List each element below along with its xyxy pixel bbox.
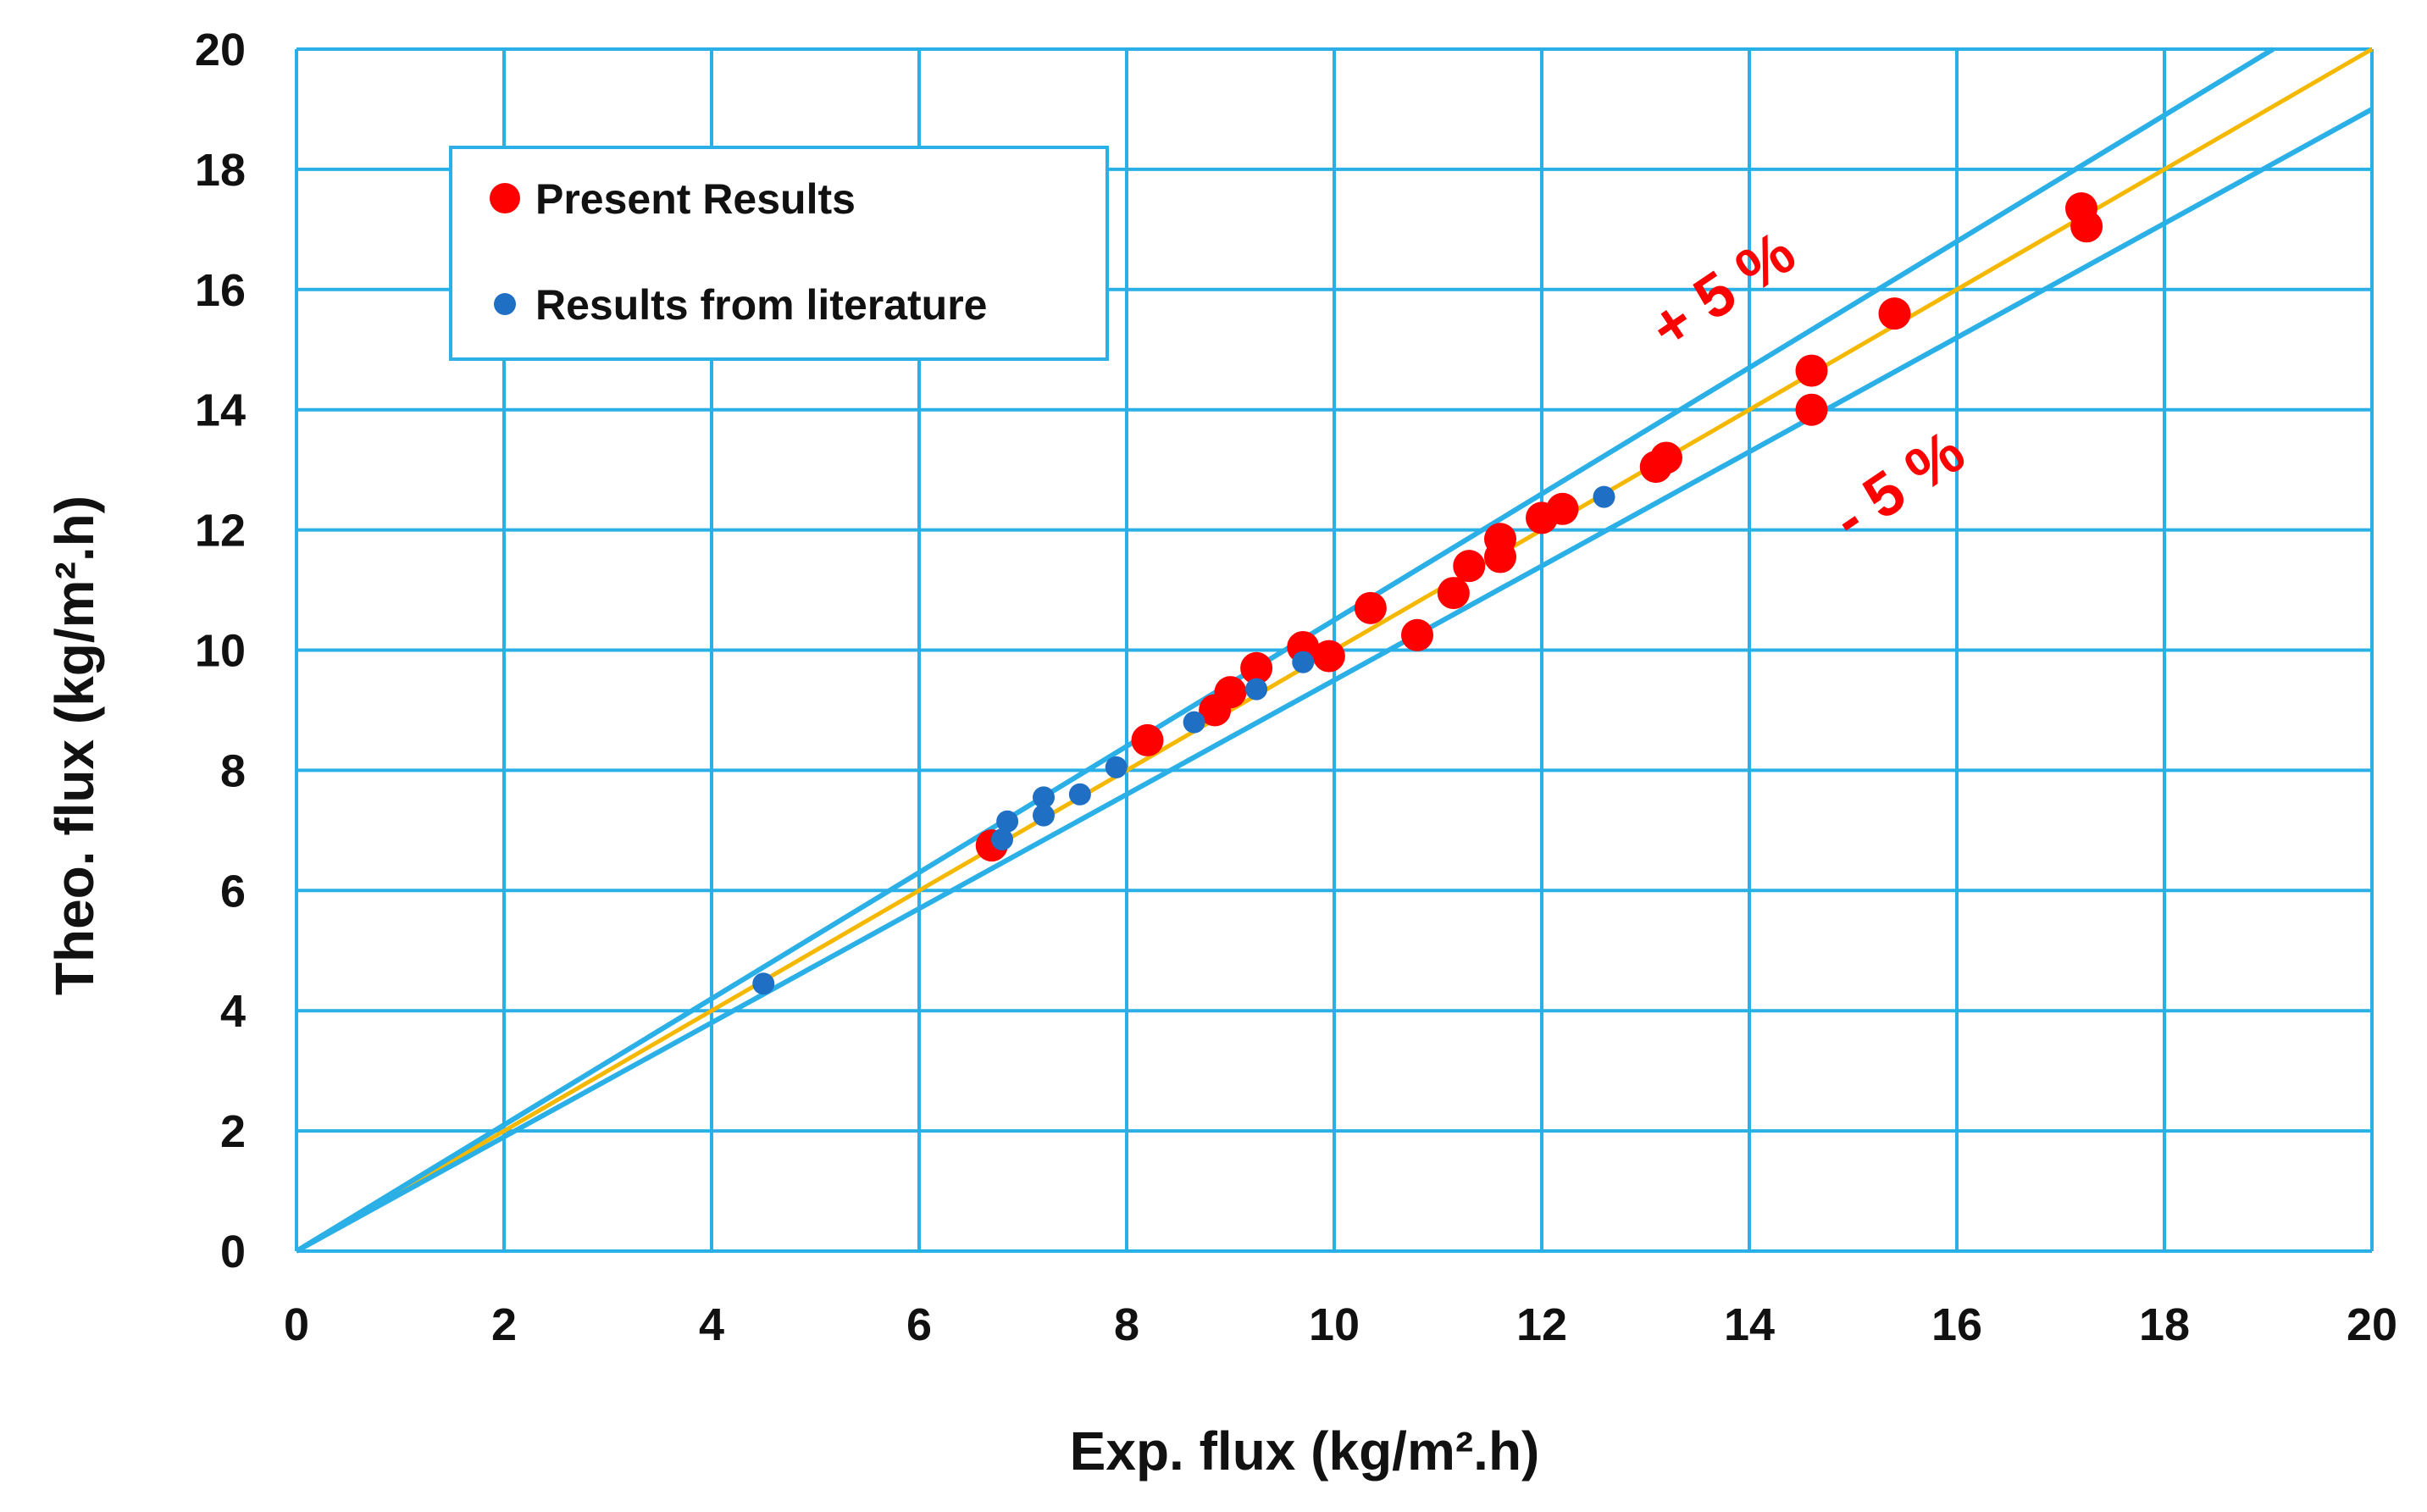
literature-result-point [1068,783,1091,806]
present-result-point [1795,354,1828,387]
reference-line-minus-5-percent [295,107,2374,1254]
x-tick-label: 20 [2347,1299,2397,1350]
x-axis-title: Exp. flux (kg/m².h) [1070,1421,1540,1482]
literature-result-point [1183,711,1205,734]
grid [295,47,2374,1253]
x-tick-label: 12 [1516,1299,1567,1350]
y-tick-label: 14 [195,385,246,436]
plus-5-percent-label: + 5 % [1638,219,1807,363]
literature-result-point [1593,485,1615,508]
present-result-point [1453,550,1486,583]
x-tick-label: 4 [699,1299,724,1350]
literature-result-point [1105,756,1128,778]
y-tick-label: 10 [195,626,246,677]
present-result-point [1484,540,1516,573]
present-result-point [1214,676,1247,709]
y-tick-label: 20 [195,25,246,75]
literature-result-point [1033,786,1055,809]
y-axis-title: Theo. flux (kg/m².h) [44,496,105,995]
reference-line-plus-5-percent [295,47,2275,1254]
literature-result-point [1033,804,1055,827]
present-result-point [1401,618,1433,651]
legend-label-present-results: Present Results [535,175,856,223]
legend-box [449,146,1109,361]
x-tick-label: 6 [906,1299,932,1350]
present-result-point [1131,723,1164,756]
y-tick-label: 18 [195,145,246,196]
x-tick-label: 14 [1724,1299,1775,1350]
y-tick-label: 4 [220,986,246,1037]
y-tick-label: 12 [195,506,246,557]
x-tick-label: 8 [1114,1299,1139,1350]
y-tick-label: 16 [195,265,246,316]
y-tick-label: 2 [220,1106,246,1157]
x-tick-label: 2 [491,1299,517,1350]
x-tick-label: 16 [1931,1299,1982,1350]
present-result-point [1878,297,1911,330]
present-result-point [1546,492,1579,525]
minus-5-percent-label: - 5 % [1820,418,1976,553]
literature-result-point [1245,678,1268,701]
present-result-point [1240,651,1273,684]
legend-label-results-from-literature: Results from literature [535,281,987,329]
literature-result-point [996,810,1019,833]
tick-labels: 0 2 4 6 8 10 12 14 16 18 20 0 2 4 6 8 10 12 14 16 18 20 [195,25,2397,1350]
y-tick-label: 6 [220,866,246,917]
x-tick-label: 10 [1309,1299,1360,1350]
legend-marker-results-from-literature [494,293,516,315]
literature-result-point [991,828,1013,850]
present-result-point [1354,591,1387,624]
present-result-point [1650,441,1682,474]
data-points [752,192,2103,995]
x-tick-label: 0 [284,1299,309,1350]
legend-marker-present-results [490,183,520,213]
present-result-point [1312,640,1345,673]
literature-result-point [1292,651,1315,673]
literature-result-point [752,972,775,995]
present-result-point [1437,577,1470,610]
x-tick-label: 18 [2139,1299,2190,1350]
present-result-point [2070,210,2103,243]
y-tick-label: 8 [220,745,246,796]
present-result-point [1795,393,1828,426]
legend: Present Results Results from literature [449,146,1109,361]
y-tick-label: 0 [220,1227,246,1277]
